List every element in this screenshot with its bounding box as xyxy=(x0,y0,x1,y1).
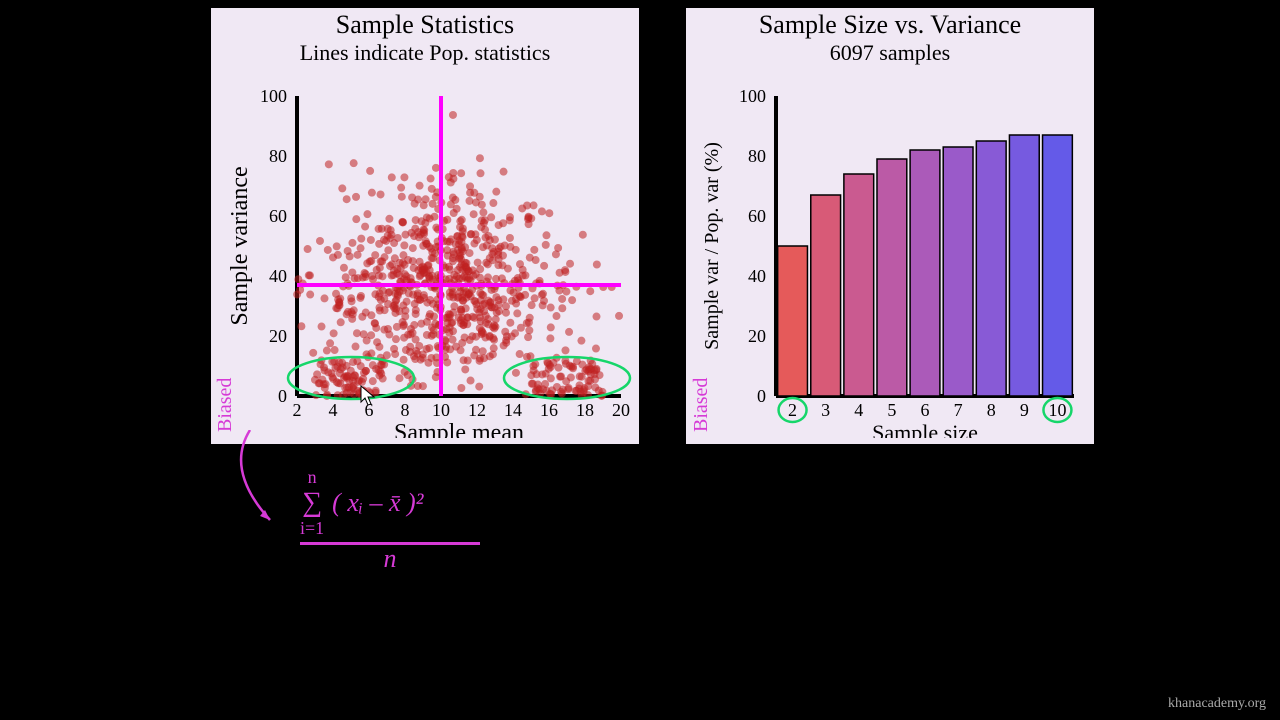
svg-text:8: 8 xyxy=(401,400,410,420)
variance-formula: n ∑ i=1 ( xᵢ – x̄ )² n xyxy=(300,468,480,574)
svg-text:6: 6 xyxy=(921,400,930,420)
watermark: khanacademy.org xyxy=(1168,696,1266,712)
formula-sum-lower: i=1 xyxy=(300,519,324,539)
svg-text:20: 20 xyxy=(748,326,766,346)
svg-text:100: 100 xyxy=(260,86,287,106)
bar-title: Sample Size vs. Variance xyxy=(686,10,1094,40)
svg-text:7: 7 xyxy=(954,400,963,420)
formula-body: ( xᵢ – x̄ )² xyxy=(332,489,423,518)
formula-sum-upper: n xyxy=(308,468,317,488)
bar-subtitle: 6097 samples xyxy=(686,40,1094,66)
svg-text:0: 0 xyxy=(757,386,766,406)
svg-text:20: 20 xyxy=(612,400,630,420)
svg-text:60: 60 xyxy=(748,206,766,226)
svg-text:5: 5 xyxy=(887,400,896,420)
svg-text:14: 14 xyxy=(504,400,522,420)
svg-text:0: 0 xyxy=(278,386,287,406)
svg-text:Sample var / Pop. var (%): Sample var / Pop. var (%) xyxy=(701,142,723,350)
biased-label-left: Biased xyxy=(214,378,237,432)
cursor-icon xyxy=(358,385,378,409)
svg-text:60: 60 xyxy=(269,206,287,226)
svg-text:10: 10 xyxy=(432,400,450,420)
svg-text:18: 18 xyxy=(576,400,594,420)
svg-text:40: 40 xyxy=(748,266,766,286)
scatter-plot: 2468101214161820020406080100Sample meanS… xyxy=(211,68,639,438)
svg-text:4: 4 xyxy=(854,400,863,420)
svg-text:10: 10 xyxy=(1048,400,1066,420)
svg-text:80: 80 xyxy=(269,146,287,166)
svg-text:12: 12 xyxy=(468,400,486,420)
svg-text:2: 2 xyxy=(788,400,797,420)
scatter-subtitle: Lines indicate Pop. statistics xyxy=(211,40,639,66)
svg-text:Sample size: Sample size xyxy=(872,420,978,438)
svg-text:4: 4 xyxy=(329,400,338,420)
scatter-title: Sample Statistics xyxy=(211,10,639,40)
svg-text:Sample mean: Sample mean xyxy=(394,420,524,438)
svg-text:3: 3 xyxy=(821,400,830,420)
svg-text:100: 100 xyxy=(739,86,766,106)
bar-chart: 0 20 40 60 80 100 2 3 4 5 6 7 8 9 10 Sample size Sample … xyxy=(686,68,1094,438)
bar-panel: Sample Size vs. Variance 6097 samples 0 2… xyxy=(686,8,1094,444)
biased-label-right: Biased xyxy=(690,378,713,432)
svg-text:9: 9 xyxy=(1020,400,1029,420)
svg-text:8: 8 xyxy=(987,400,996,420)
svg-text:2: 2 xyxy=(293,400,302,420)
formula-denom: n xyxy=(300,545,480,574)
svg-text:Sample variance: Sample variance xyxy=(227,166,253,325)
svg-text:40: 40 xyxy=(269,266,287,286)
svg-text:20: 20 xyxy=(269,326,287,346)
scatter-panel: Sample Statistics Lines indicate Pop. st… xyxy=(211,8,639,444)
svg-text:80: 80 xyxy=(748,146,766,166)
svg-text:16: 16 xyxy=(540,400,558,420)
